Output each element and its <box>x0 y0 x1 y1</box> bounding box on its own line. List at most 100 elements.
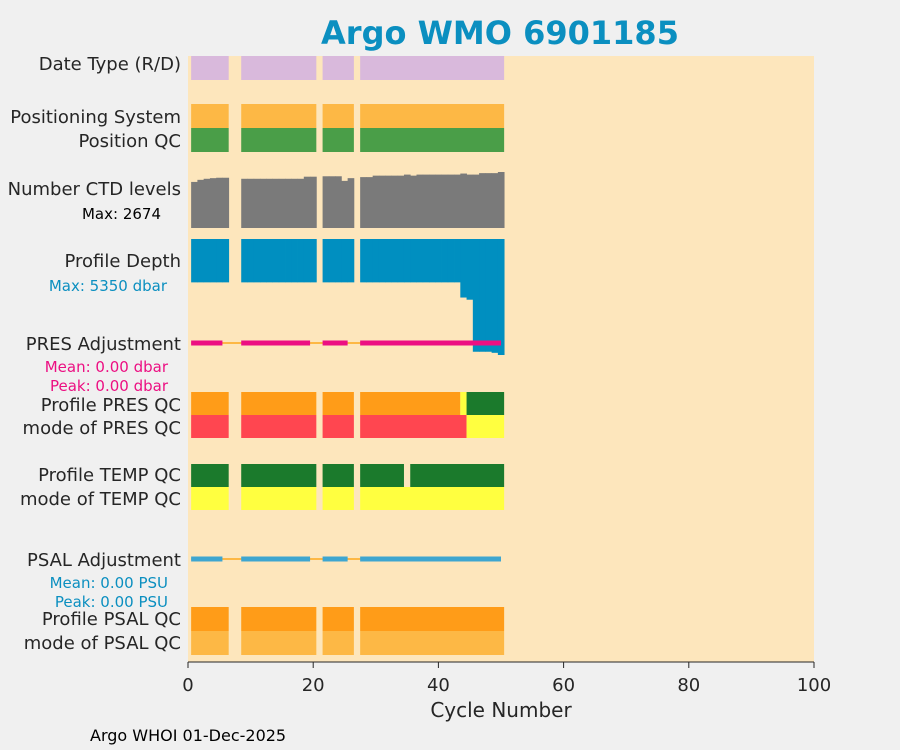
ctd-level-bar <box>209 178 217 228</box>
profile-depth-bar <box>466 239 474 300</box>
profile-depth-bar <box>366 239 374 283</box>
ctd-level-bar <box>366 177 374 228</box>
psal_qc-bar-1 <box>241 607 317 631</box>
pres_mode-bar-4 <box>466 415 505 438</box>
temp_mode-bar-1 <box>241 487 317 510</box>
ctd-level-bar <box>253 178 261 228</box>
profile-depth-bar <box>485 239 493 352</box>
pres_qc-bar-4 <box>460 392 467 415</box>
x-tick-label: 0 <box>182 675 193 696</box>
ctd-level-bar <box>372 175 380 228</box>
ctd-level-bar <box>247 178 255 228</box>
profile-depth-bar <box>385 239 392 283</box>
ctd-level-bar <box>347 178 355 228</box>
pres_qc-bar-0 <box>191 392 229 415</box>
profile-depth-bar <box>222 239 230 283</box>
ctd-level-bar <box>497 172 505 228</box>
profile-depth-bar <box>460 239 467 298</box>
date_type-bar-0 <box>191 56 229 80</box>
profile-depth-bar <box>285 239 292 283</box>
ctd-level-bar <box>397 175 405 228</box>
date_type-bar-3 <box>360 56 505 80</box>
position_qc-bar-3 <box>360 128 505 152</box>
ctd-level-bar <box>191 181 198 228</box>
profile-depth-bar <box>253 239 261 283</box>
ctd-level-bar <box>472 174 480 228</box>
temp_qc-bar-4 <box>410 464 505 487</box>
row-label-mode-temp-qc: mode of TEMP QC <box>20 489 181 510</box>
psal_mode-bar-1 <box>241 631 317 655</box>
ctd-level-bar <box>391 175 399 228</box>
ctd-level-bar <box>341 180 349 228</box>
x-axis-label: Cycle Number <box>430 698 572 722</box>
row-label-pres-adjustment: PRES Adjustment <box>26 334 181 355</box>
ctd-level-bar <box>491 173 499 228</box>
x-tick-label: 80 <box>677 675 700 696</box>
row-label-profile-psal-qc: Profile PSAL QC <box>42 609 181 630</box>
footer-credit: Argo WHOI 01-Dec-2025 <box>90 726 286 745</box>
ctd-level-bar <box>216 177 223 228</box>
psal-adj-mean-label: Mean: 0.00 PSU <box>50 574 168 592</box>
row-label-profile-pres-qc: Profile PRES QC <box>41 395 181 416</box>
profile-depth-bar <box>310 239 317 283</box>
profile-depth-bar <box>216 239 223 283</box>
profile-depth-bar <box>197 239 205 283</box>
ctd-level-bar <box>310 176 317 228</box>
ctd-level-bar <box>266 178 273 228</box>
profile-depth-bar <box>272 239 280 283</box>
pres_qc-bar-1 <box>241 392 317 415</box>
profile-depth-bar <box>391 239 399 283</box>
x-tick-label: 100 <box>797 675 831 696</box>
temp_mode-bar-3 <box>360 487 505 510</box>
profile-depth-bar <box>454 239 461 283</box>
profile-depth-bar <box>403 239 411 283</box>
psal_qc-bar-2 <box>322 607 354 631</box>
pres_mode-bar-0 <box>191 415 229 438</box>
ctd-level-bar <box>297 178 305 228</box>
x-tick-label: 60 <box>552 675 575 696</box>
profile-depth-bar <box>410 239 417 283</box>
profile-depth-bar <box>479 239 486 352</box>
profile-depth-bar <box>335 239 342 283</box>
profile-depth-bar <box>441 239 449 283</box>
psal_mode-bar-2 <box>322 631 354 655</box>
profile-depth-bar <box>497 239 505 355</box>
ctd-level-bar <box>385 175 392 228</box>
profile-depth-bar <box>203 239 211 283</box>
row-label-mode-psal-qc: mode of PSAL QC <box>24 633 181 654</box>
ctd-level-bar <box>441 174 449 228</box>
ctd-level-bar <box>416 174 424 228</box>
profile-depth-bar <box>360 239 367 283</box>
profile-depth-bar <box>429 239 436 283</box>
profile-depth-bar <box>491 239 499 353</box>
ctd-level-bar <box>360 177 367 228</box>
date_type-bar-2 <box>322 56 354 80</box>
pres_qc-bar-2 <box>322 392 354 415</box>
profile-depth-bar <box>247 239 255 283</box>
row-label-date-type: Date Type (R/D) <box>39 54 181 75</box>
data-marks <box>191 56 505 655</box>
profile-depth-bar <box>341 239 349 283</box>
row-label-mode-pres-qc: mode of PRES QC <box>23 418 181 439</box>
ctd-level-bar <box>429 174 436 228</box>
psal_mode-bar-3 <box>360 631 505 655</box>
psal_qc-bar-0 <box>191 607 229 631</box>
ctd-level-bar <box>378 175 386 228</box>
temp_qc-bar-0 <box>191 464 229 487</box>
temp_qc-bar-3 <box>360 464 404 487</box>
ctd-level-bar <box>291 178 298 228</box>
temp_mode-bar-2 <box>322 487 354 510</box>
pres_qc-bar-3 <box>360 392 461 415</box>
profile-depth-bar <box>297 239 305 283</box>
pres_mode-bar-1 <box>241 415 317 438</box>
profile-depth-bar <box>435 239 442 283</box>
row-label-psal-adjustment: PSAL Adjustment <box>27 550 181 571</box>
date_type-bar-1 <box>241 56 317 80</box>
ctd-level-bar <box>259 178 267 228</box>
x-tick-label: 20 <box>302 675 325 696</box>
profile-depth-bar <box>422 239 430 283</box>
row-annotations: Max: 2674 Max: 5350 dbar Mean: 0.00 dbar… <box>45 205 169 611</box>
profile-depth-bar <box>397 239 405 283</box>
row-label-profile-temp-qc: Profile TEMP QC <box>38 465 181 486</box>
ctd-level-bar <box>485 173 493 228</box>
